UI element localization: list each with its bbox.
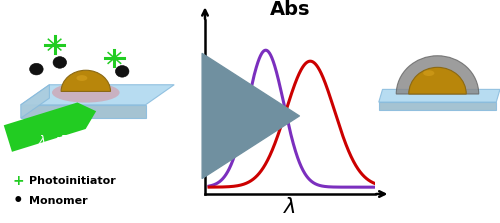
Polygon shape — [379, 89, 500, 102]
Polygon shape — [21, 85, 174, 105]
Wedge shape — [396, 56, 479, 94]
Text: Photoinitiator: Photoinitiator — [28, 176, 116, 186]
Circle shape — [30, 63, 43, 75]
Wedge shape — [61, 70, 110, 91]
Text: +: + — [13, 174, 24, 188]
X-axis label: λ: λ — [284, 197, 296, 217]
Circle shape — [53, 57, 66, 68]
FancyArrowPatch shape — [4, 102, 96, 152]
Polygon shape — [21, 85, 50, 118]
Title: Abs: Abs — [270, 0, 310, 19]
Circle shape — [116, 66, 129, 77]
Text: Monomer: Monomer — [28, 196, 87, 206]
Text: $\lambda_{ex}$:532 nm: $\lambda_{ex}$:532 nm — [38, 134, 111, 149]
Text: •: • — [13, 192, 24, 210]
Polygon shape — [379, 102, 496, 110]
Ellipse shape — [423, 70, 434, 76]
Wedge shape — [409, 67, 466, 94]
Polygon shape — [21, 105, 146, 118]
Ellipse shape — [76, 75, 88, 81]
Ellipse shape — [52, 83, 120, 103]
